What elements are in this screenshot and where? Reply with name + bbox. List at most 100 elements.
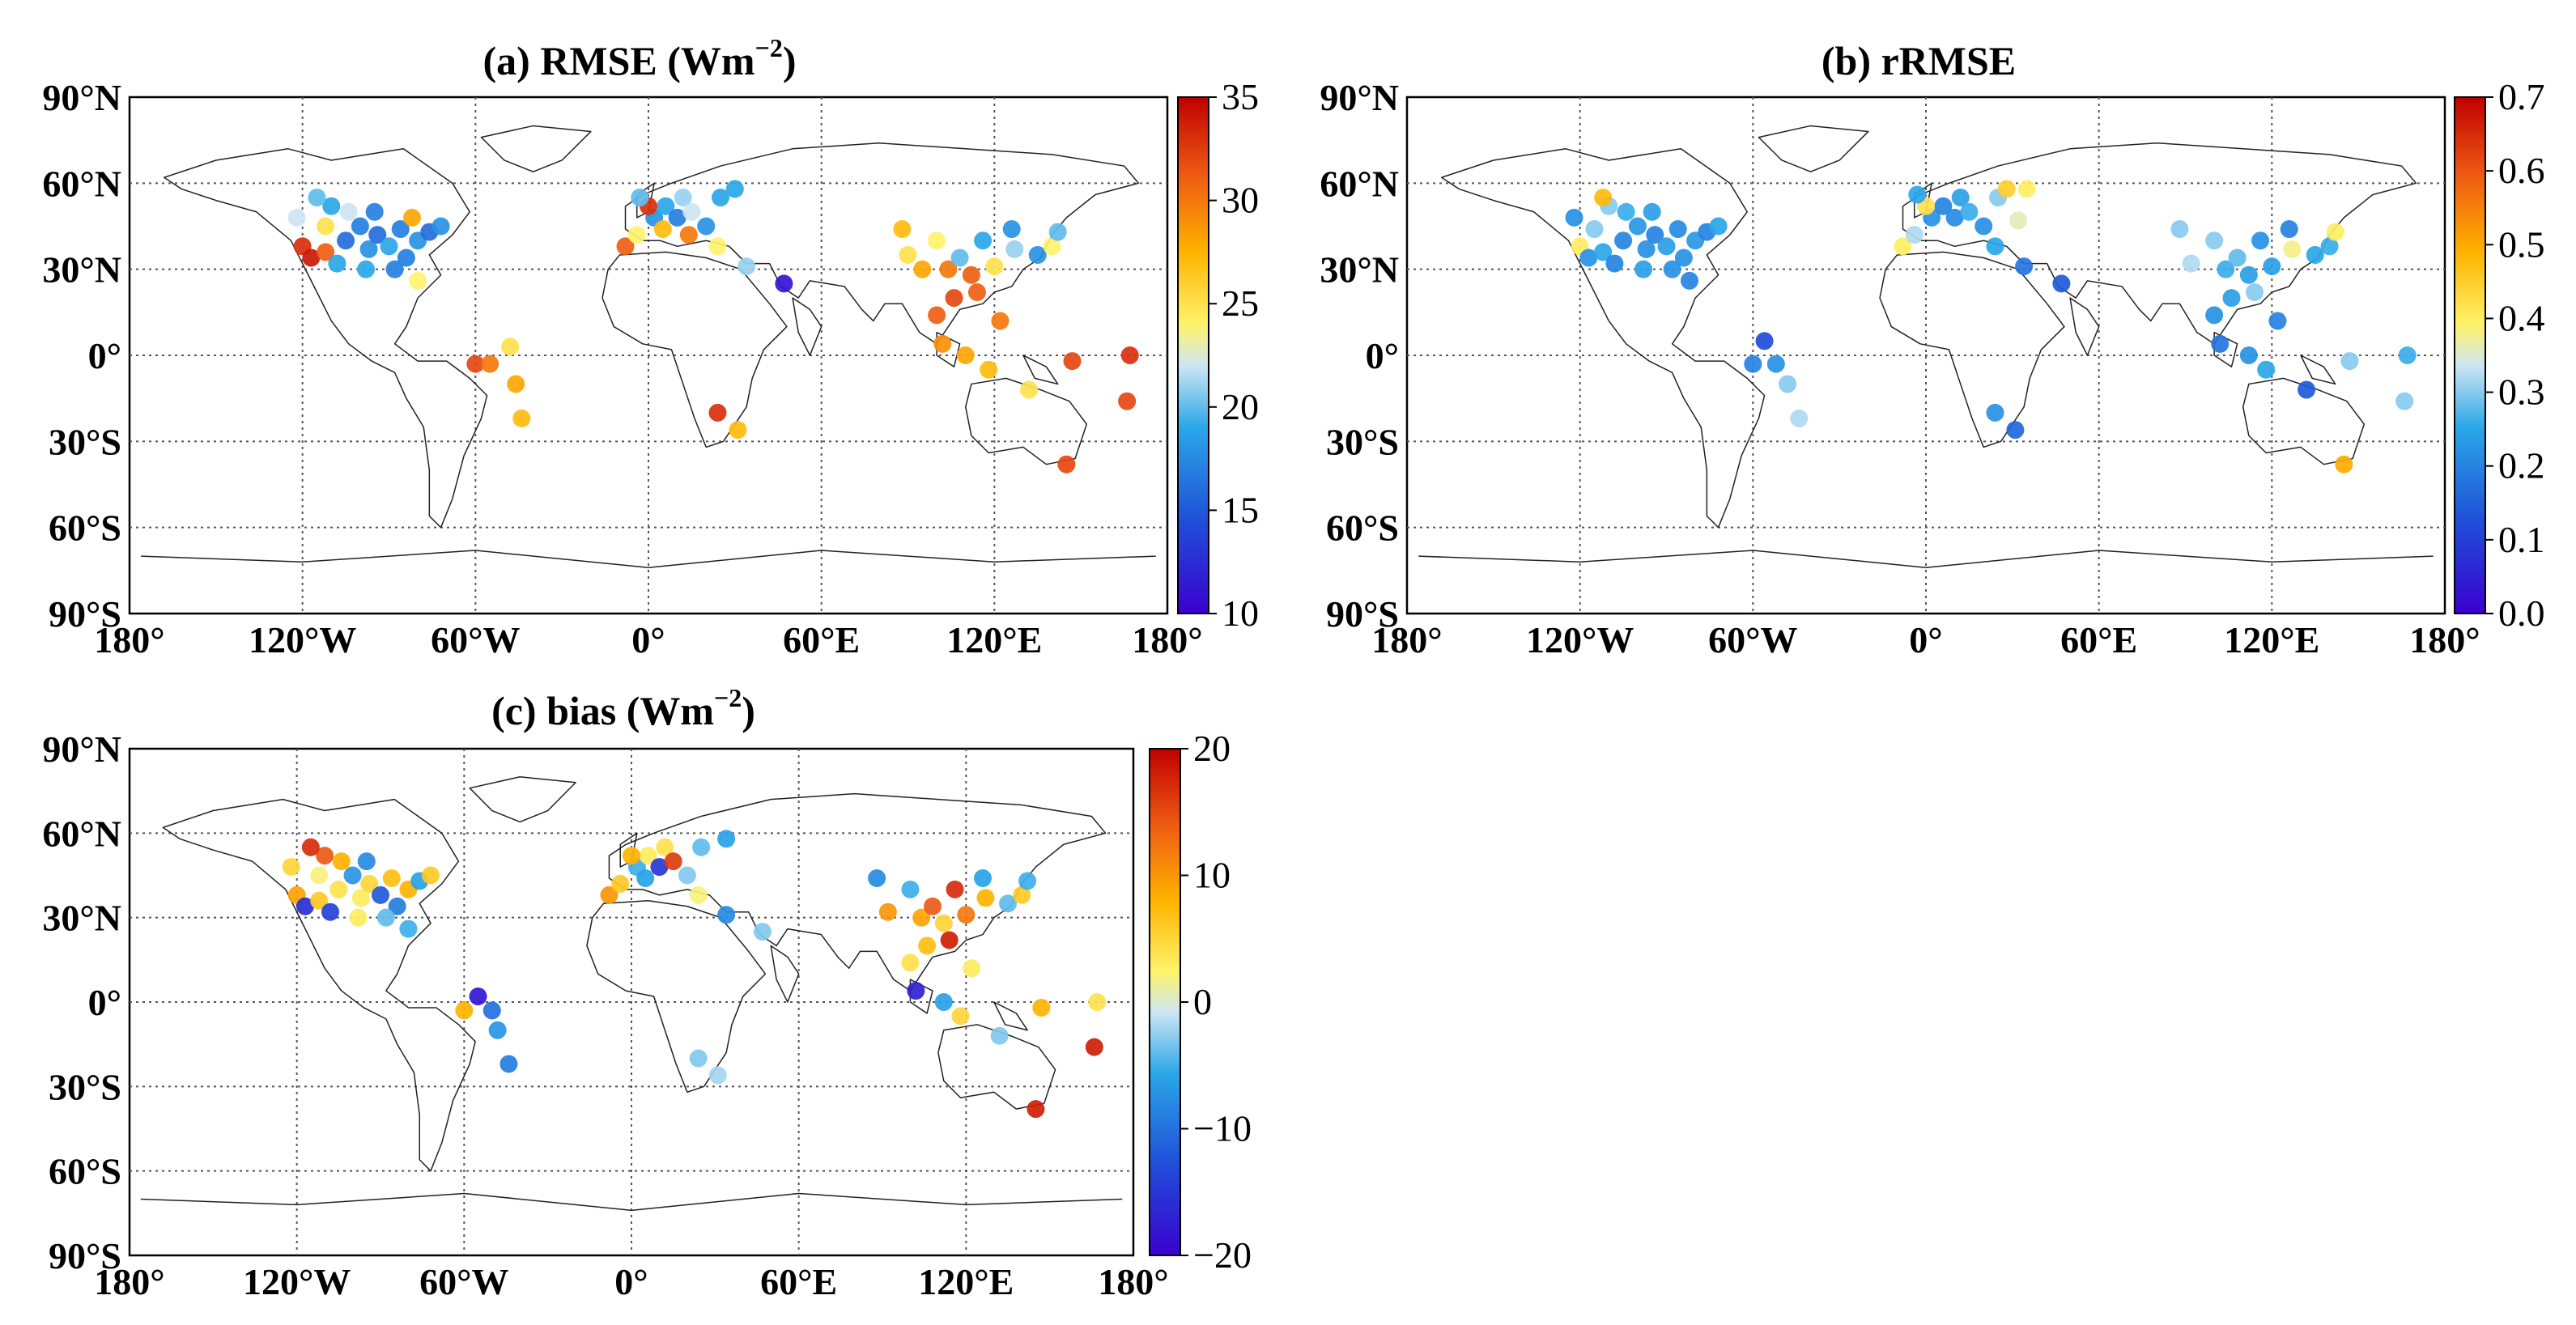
- station-point: [957, 906, 976, 924]
- station-point: [1118, 392, 1137, 410]
- latitude-tick-label: 30°S: [49, 421, 121, 462]
- colorbar-tick-label: 0.6: [2498, 150, 2545, 191]
- station-point: [1894, 237, 1912, 256]
- station-point: [337, 231, 355, 250]
- station-point: [317, 243, 335, 261]
- station-point: [664, 852, 682, 871]
- station-point: [1646, 226, 1664, 244]
- station-point: [1057, 455, 1076, 474]
- colorbar-tick-label: 0.7: [2498, 76, 2545, 117]
- station-point: [1005, 240, 1024, 258]
- station-point: [308, 189, 326, 207]
- station-point: [656, 838, 674, 856]
- station-point: [934, 993, 953, 1011]
- station-point: [455, 1001, 474, 1020]
- station-point: [668, 208, 687, 227]
- station-point: [1934, 197, 1953, 215]
- station-point: [357, 260, 376, 278]
- station-point: [1032, 998, 1051, 1017]
- longitude-tick-label: 60°W: [1708, 619, 1797, 660]
- station-point: [689, 1049, 708, 1068]
- station-point: [372, 885, 389, 904]
- station-point: [1637, 240, 1656, 258]
- station-point: [1668, 220, 1687, 239]
- station-point: [1908, 185, 1927, 204]
- colorbar-tick-label: 0: [1193, 981, 1212, 1022]
- station-point: [2245, 283, 2264, 302]
- station-point: [951, 1007, 970, 1026]
- latitude-tick-label: 90°S: [1326, 593, 1399, 635]
- station-point: [1605, 254, 1624, 273]
- station-point: [499, 1055, 518, 1073]
- station-point: [329, 880, 348, 898]
- longitude-tick-label: 0°: [614, 1261, 648, 1302]
- colorbar-tick-label: 0.4: [2498, 297, 2545, 338]
- station-point: [301, 838, 320, 856]
- colorbar-tick-label: 0.5: [2498, 223, 2545, 265]
- station-point: [2217, 260, 2235, 278]
- station-point: [507, 375, 525, 393]
- station-point: [682, 202, 701, 221]
- station-point: [974, 868, 992, 887]
- station-point: [385, 260, 404, 278]
- station-point: [708, 237, 727, 256]
- station-point: [2298, 380, 2316, 399]
- longitude-tick-label: 60°E: [760, 1261, 837, 1302]
- latitude-tick-label: 90°N: [42, 728, 121, 770]
- station-point: [2320, 237, 2339, 256]
- latitude-tick-label: 30°S: [1326, 421, 1399, 462]
- station-point: [945, 289, 963, 308]
- station-point: [928, 231, 946, 250]
- station-point: [302, 248, 321, 267]
- station-point: [339, 202, 358, 221]
- station-point: [2268, 312, 2287, 330]
- station-point: [328, 254, 346, 273]
- colorbar-tick-label: 20: [1222, 386, 1259, 427]
- station-point: [2182, 254, 2200, 273]
- station-point: [422, 866, 440, 885]
- station-point: [402, 208, 421, 227]
- station-point: [940, 931, 959, 949]
- station-point: [1579, 248, 1598, 267]
- station-point: [2326, 223, 2344, 241]
- station-point: [1028, 245, 1047, 264]
- panel-a-colorbar: [1177, 96, 1209, 614]
- station-point: [2340, 352, 2359, 371]
- station-point: [712, 189, 730, 207]
- station-point: [388, 897, 406, 915]
- station-point: [738, 257, 756, 276]
- latitude-tick-label: 30°N: [42, 249, 121, 291]
- station-point: [2170, 220, 2189, 239]
- station-point: [1709, 217, 1728, 236]
- station-point: [2257, 360, 2276, 379]
- station-point: [616, 237, 635, 256]
- station-point: [310, 866, 329, 885]
- station-point: [650, 858, 669, 877]
- station-point: [296, 897, 314, 915]
- panel-b-lon-ticks: 180° 120°W 60°W 0° 60°E 120°E 180°: [1371, 619, 2480, 660]
- station-point: [399, 919, 418, 938]
- station-point: [365, 202, 384, 221]
- panel-c-lat-ticks: 90°N 60°N 30°N 0° 30°S 60°S 90°S: [42, 728, 121, 1276]
- station-point: [999, 894, 1017, 913]
- station-point: [2239, 265, 2258, 284]
- panel-a-colorbar-ticks: 10 15 20 25 30 35: [1209, 76, 1259, 634]
- longitude-tick-label: 180°: [1098, 1261, 1168, 1302]
- panel-c-colorbar: [1149, 748, 1181, 1256]
- station-point: [2205, 231, 2224, 250]
- panel-b-lat-ticks: 90°N 60°N 30°N 0° 30°S 60°S 90°S: [1320, 77, 1399, 635]
- station-point: [913, 260, 932, 278]
- longitude-tick-label: 120°W: [1526, 619, 1634, 660]
- station-point: [1790, 409, 1809, 427]
- station-point: [2017, 180, 2036, 198]
- station-point: [679, 226, 698, 244]
- station-point: [899, 245, 917, 264]
- longitude-tick-label: 180°: [1132, 619, 1202, 660]
- station-point: [1744, 355, 1762, 373]
- station-point: [287, 208, 306, 227]
- station-point: [1013, 885, 1031, 904]
- station-point: [963, 959, 981, 978]
- station-point: [980, 360, 998, 379]
- station-point: [397, 248, 415, 267]
